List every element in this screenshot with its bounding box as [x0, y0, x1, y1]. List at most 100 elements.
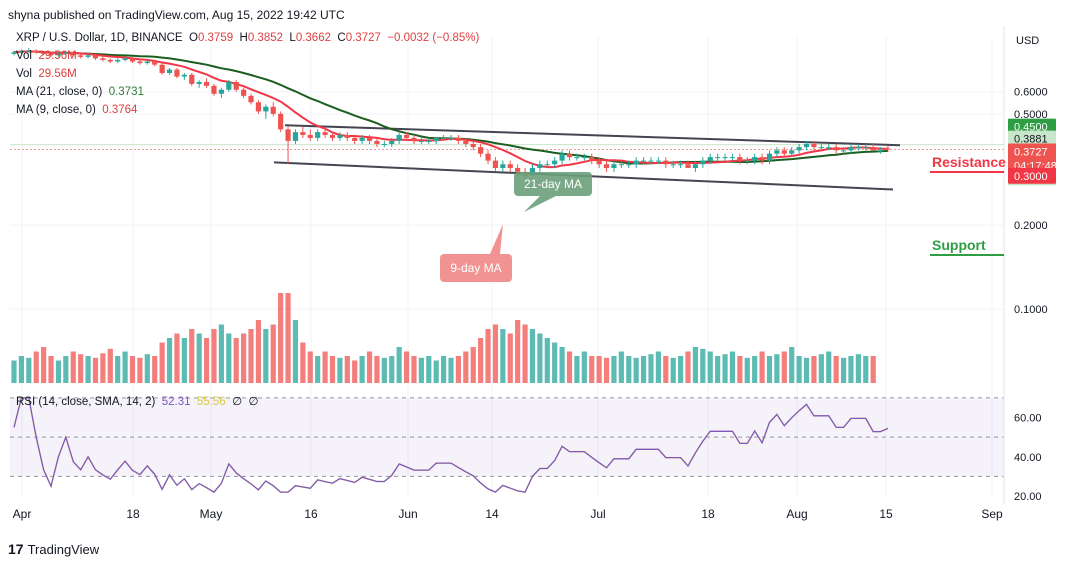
ma9-callout-box [440, 254, 512, 282]
volume-bar [774, 354, 780, 383]
candle-body [803, 143, 810, 148]
candlesticks [11, 48, 891, 180]
open-label: O [188, 32, 198, 44]
price-marker-last [1008, 143, 1056, 160]
volume-bar [470, 347, 476, 383]
candle-body [322, 132, 328, 135]
candle-body [463, 140, 469, 144]
ma21-label: MA (21, close, 0) [16, 86, 103, 98]
volume-bar [211, 329, 217, 383]
candle-body [166, 69, 173, 74]
volume-bar [263, 329, 269, 383]
candle-body [174, 69, 180, 77]
volume-bar [478, 338, 484, 383]
volume-bar [48, 356, 54, 383]
candle-body [137, 61, 143, 64]
volume-legend-2[interactable]: Vol 29.56M [16, 68, 77, 80]
candle-body [211, 85, 217, 94]
volume-bar [448, 357, 454, 383]
volume-bar [840, 357, 847, 383]
candle-body [129, 58, 136, 62]
volume-bar [144, 354, 150, 383]
candle-body [507, 164, 513, 168]
brand-name[interactable]: TradingView [27, 541, 100, 557]
time-tick-label: Aug [786, 507, 807, 521]
volume-bar [85, 356, 91, 383]
candle-body [833, 147, 839, 151]
volume-bar [670, 357, 676, 383]
volume-bar [692, 347, 699, 383]
price-chart[interactable]: USD 0.6000 0.5000 0.2000 0.1000 60.00 40.00 20.… [0, 26, 1079, 526]
ma9-legend[interactable]: MA (9, close, 0) 0.3764 [16, 104, 137, 116]
candle-body [537, 164, 543, 168]
price-tick-label: 0.1000 [1014, 304, 1048, 316]
candle-body [492, 160, 499, 168]
volume-bar [626, 356, 632, 383]
tradingview-logo-icon: 17 [8, 541, 24, 557]
ma9-callout-pointer [490, 224, 503, 254]
volume-bar [41, 347, 47, 383]
volume-bar [226, 333, 232, 383]
volume-bar [63, 356, 69, 383]
volume-bar [633, 357, 639, 383]
candle-body [670, 164, 676, 166]
vol1-label: Vol [16, 50, 32, 62]
candle-body [700, 160, 706, 165]
volume-bar [344, 356, 350, 383]
candle-body [840, 150, 847, 152]
candle-body [55, 53, 62, 56]
volume-bar [196, 333, 202, 383]
candle-body [26, 50, 32, 52]
footer: 17 TradingView [8, 541, 99, 557]
candle-body [285, 129, 291, 141]
ma21-value: 0.3731 [108, 86, 144, 98]
volume-bar [278, 293, 284, 383]
volume-bar [618, 351, 624, 383]
publisher-line: shyna published on TradingView.com, Aug … [8, 8, 345, 22]
volume-bar [100, 353, 106, 383]
volume-bar [833, 356, 839, 383]
candle-body [359, 137, 365, 141]
candle-body [315, 132, 321, 138]
volume-bar [203, 338, 210, 383]
volume-bar [129, 356, 136, 383]
volume-bar [241, 333, 247, 383]
candle-body [663, 160, 669, 165]
volume-bar [655, 351, 661, 383]
candle-body [144, 61, 150, 64]
candle-body [529, 167, 536, 176]
volume-bar [737, 356, 743, 383]
volume-bar [789, 347, 795, 383]
volume-legend-1[interactable]: Vol 29.56M [16, 50, 77, 62]
volume-bar [529, 329, 536, 383]
volume-bar [781, 351, 787, 383]
candle-body [811, 143, 817, 148]
candle-body [270, 106, 276, 114]
volume-bar [307, 351, 313, 383]
candle-body [478, 147, 484, 154]
axes: USD 0.6000 0.5000 0.2000 0.1000 60.00 40.00 20.… [13, 26, 1057, 521]
volume-bar [811, 356, 817, 383]
time-tick-label: 15 [879, 507, 893, 521]
candle-body [366, 137, 373, 141]
volume-bar [396, 347, 402, 383]
candle-body [433, 137, 439, 141]
volume-bar [463, 351, 469, 383]
volume-bar [574, 356, 580, 383]
volume-bar [233, 338, 239, 383]
candle-body [122, 58, 128, 60]
symbol-name[interactable]: XRP / U.S. Dollar, 1D, BINANCE [16, 32, 183, 44]
time-tick-label: 18 [701, 507, 715, 521]
rsi-legend[interactable]: RSI (14, close, SMA, 14, 2) 52.31 55.56 … [16, 394, 259, 408]
candle-body [411, 137, 417, 141]
candle-body [655, 160, 661, 162]
candle-body [640, 160, 647, 162]
ma21-callout-label: 21-day MA [524, 177, 582, 191]
candle-body [196, 82, 202, 84]
rsi-tick-label: 20.00 [1014, 491, 1042, 503]
volume-bar [174, 333, 180, 383]
candle-body [292, 132, 299, 141]
volume-bar [722, 354, 728, 383]
candle-body [152, 61, 158, 65]
ma21-legend[interactable]: MA (21, close, 0) 0.3731 [16, 86, 144, 98]
